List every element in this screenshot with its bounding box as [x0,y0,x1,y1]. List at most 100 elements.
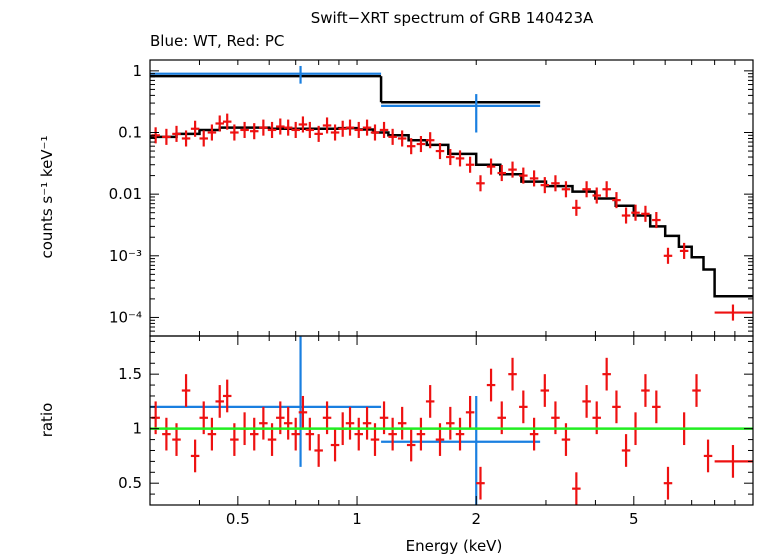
pc-data-point [190,120,200,137]
pc-data-point [455,150,465,167]
pc-data-point [416,417,426,451]
pc-data-point [314,125,323,142]
pc-data-point [207,124,217,141]
pc-data-point [181,374,191,407]
bottom-y-axis-label: ratio [38,403,56,438]
pc-data-point [621,434,631,467]
pc-data-point [259,119,268,136]
pc-data-point [714,445,753,478]
pc-data-point [692,374,701,407]
x-tick-label: 5 [629,510,639,528]
wt-data-point [381,395,541,505]
pc-data-point [679,242,689,259]
top-panel-axes: 1 0.1 0.01 10⁻³ 10⁻⁴ [109,59,754,337]
pc-data-point [240,121,249,138]
pc-data-point [345,406,355,440]
pc-data-point [397,406,407,440]
top-panel: 1 0.1 0.01 10⁻³ 10⁻⁴ [109,59,754,337]
pc-data-point [446,406,455,440]
pc-data-point [612,192,621,209]
pc-data-point [283,406,293,440]
chart-title: Swift−XRT spectrum of GRB 140423A [311,9,594,27]
pc-data-point [345,119,355,136]
pc-data-point [406,138,416,155]
pc-data-point [305,121,315,138]
pc-data-point [388,417,397,451]
pc-data-point [215,115,224,132]
y-tick-label: 10⁻⁴ [109,308,142,326]
pc-data-point [199,130,208,147]
pc-data-point [298,116,308,133]
pc-data-point [379,121,389,138]
y-tick-label: 1 [132,420,142,438]
pc-data-point [305,417,315,451]
pc-data-point [612,390,621,424]
pc-data-point [181,130,191,147]
pc-data-point [322,117,332,134]
pc-data-point [519,390,528,424]
pc-data-point [540,177,550,194]
wt-data-point [381,94,541,133]
bottom-panel-marks [150,336,753,505]
pc-data-point [540,374,550,407]
pc-data-point [354,121,363,138]
x-tick-label: 1 [352,510,362,528]
y-tick-label: 10⁻³ [109,247,142,265]
pc-data-point [314,434,323,467]
pc-data-point [388,128,397,145]
x-axis-label: Energy (keV) [406,537,503,555]
pc-data-point [621,207,631,224]
pc-data-point [455,417,465,451]
pc-data-point [529,170,539,187]
pc-data-point [476,175,485,192]
pc-data-point [283,119,293,136]
x-tick-label: 2 [471,510,481,528]
pc-data-point [602,357,611,391]
pc-data-point [529,417,539,451]
pc-data-point [652,212,661,229]
bottom-panel-frame [149,335,754,506]
pc-data-point [703,439,713,473]
pc-data-point [476,466,485,500]
pc-data-point [338,120,347,137]
pc-data-point [276,118,285,135]
pc-data-point [249,123,259,140]
pc-data-point [215,385,224,418]
pc-data-point [631,204,640,221]
pc-data-point [465,156,475,173]
pc-data-point [362,119,372,136]
pc-data-point [259,406,268,440]
pc-data-point [572,199,581,216]
pc-data-point [162,128,171,145]
pc-data-point [508,357,517,391]
pc-data-point [330,428,340,462]
pc-data-point [370,124,380,141]
bottom-panel: 0.5 1 2 5 0.5 1 1.5 [118,335,754,528]
pc-data-point [354,417,363,451]
pc-data-point [465,395,475,429]
pc-data-point [519,167,528,184]
pc-data-point [416,136,426,153]
pc-data-point [291,417,300,451]
pc-data-point [291,121,300,138]
pc-data-point [486,158,496,175]
y-tick-label: 1.5 [118,365,142,383]
pc-data-point [249,417,259,451]
pc-data-point [190,439,200,473]
pc-data-point [572,472,581,505]
y-tick-label: 0.1 [118,124,142,142]
pc-data-point [298,395,308,429]
y-tick-label: 1 [132,62,142,80]
pc-data-point [592,187,601,204]
pc-data-point [641,205,650,222]
pc-data-point [551,175,560,192]
pc-data-point [406,428,416,462]
pc-data-point [207,417,217,451]
pc-data-point [663,466,673,500]
y-tick-label: 0.01 [109,185,142,203]
y-tick-label: 0.5 [118,474,142,492]
pc-data-point [641,374,650,407]
pc-data-point [222,379,232,413]
pc-data-point [582,181,591,198]
